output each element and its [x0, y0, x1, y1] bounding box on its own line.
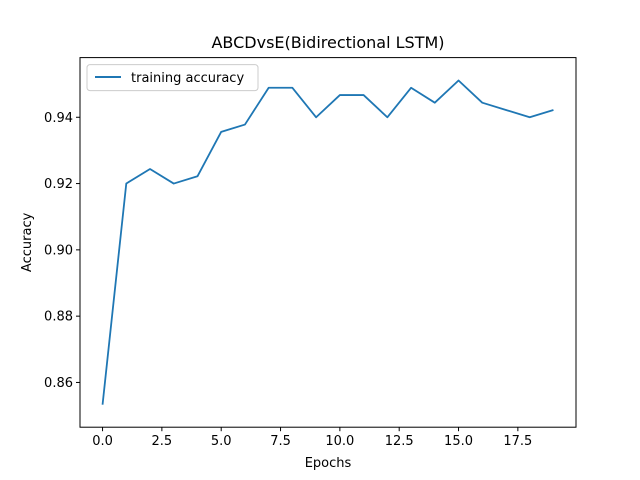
y-tick-label: 0.92	[44, 177, 73, 192]
legend-label: training accuracy	[131, 71, 244, 86]
x-tick-label: 12.5	[385, 434, 414, 449]
y-tick-label: 0.94	[44, 111, 73, 126]
x-tick-label: 0.0	[92, 434, 113, 449]
x-tick-label: 2.5	[152, 434, 173, 449]
x-axis-ticks: 0.0 2.5 5.0 7.5 10.0 12.5 15.0 17.5	[92, 427, 532, 449]
x-tick-label: 15.0	[444, 434, 473, 449]
x-axis-title: Epochs	[305, 456, 352, 471]
series-layer	[101, 79, 554, 405]
plot-area	[80, 57, 576, 428]
x-tick-label: 10.0	[325, 434, 354, 449]
plot-frame	[79, 57, 577, 428]
y-axis-ticks: 0.86 0.88 0.90 0.92 0.94	[44, 111, 80, 391]
legend: training accuracy	[86, 64, 259, 92]
x-tick-label: 17.5	[503, 434, 532, 449]
legend-frame	[86, 64, 259, 92]
y-tick-label: 0.88	[44, 310, 73, 325]
series-line	[101, 79, 554, 405]
y-axis-title: Accuracy	[20, 212, 35, 272]
y-tick-label: 0.86	[44, 376, 73, 391]
x-tick-label: 5.0	[211, 434, 232, 449]
x-tick-label: 7.5	[270, 434, 291, 449]
chart-title: ABCDvsE(Bidirectional LSTM)	[211, 33, 444, 52]
y-tick-label: 0.90	[44, 243, 73, 258]
